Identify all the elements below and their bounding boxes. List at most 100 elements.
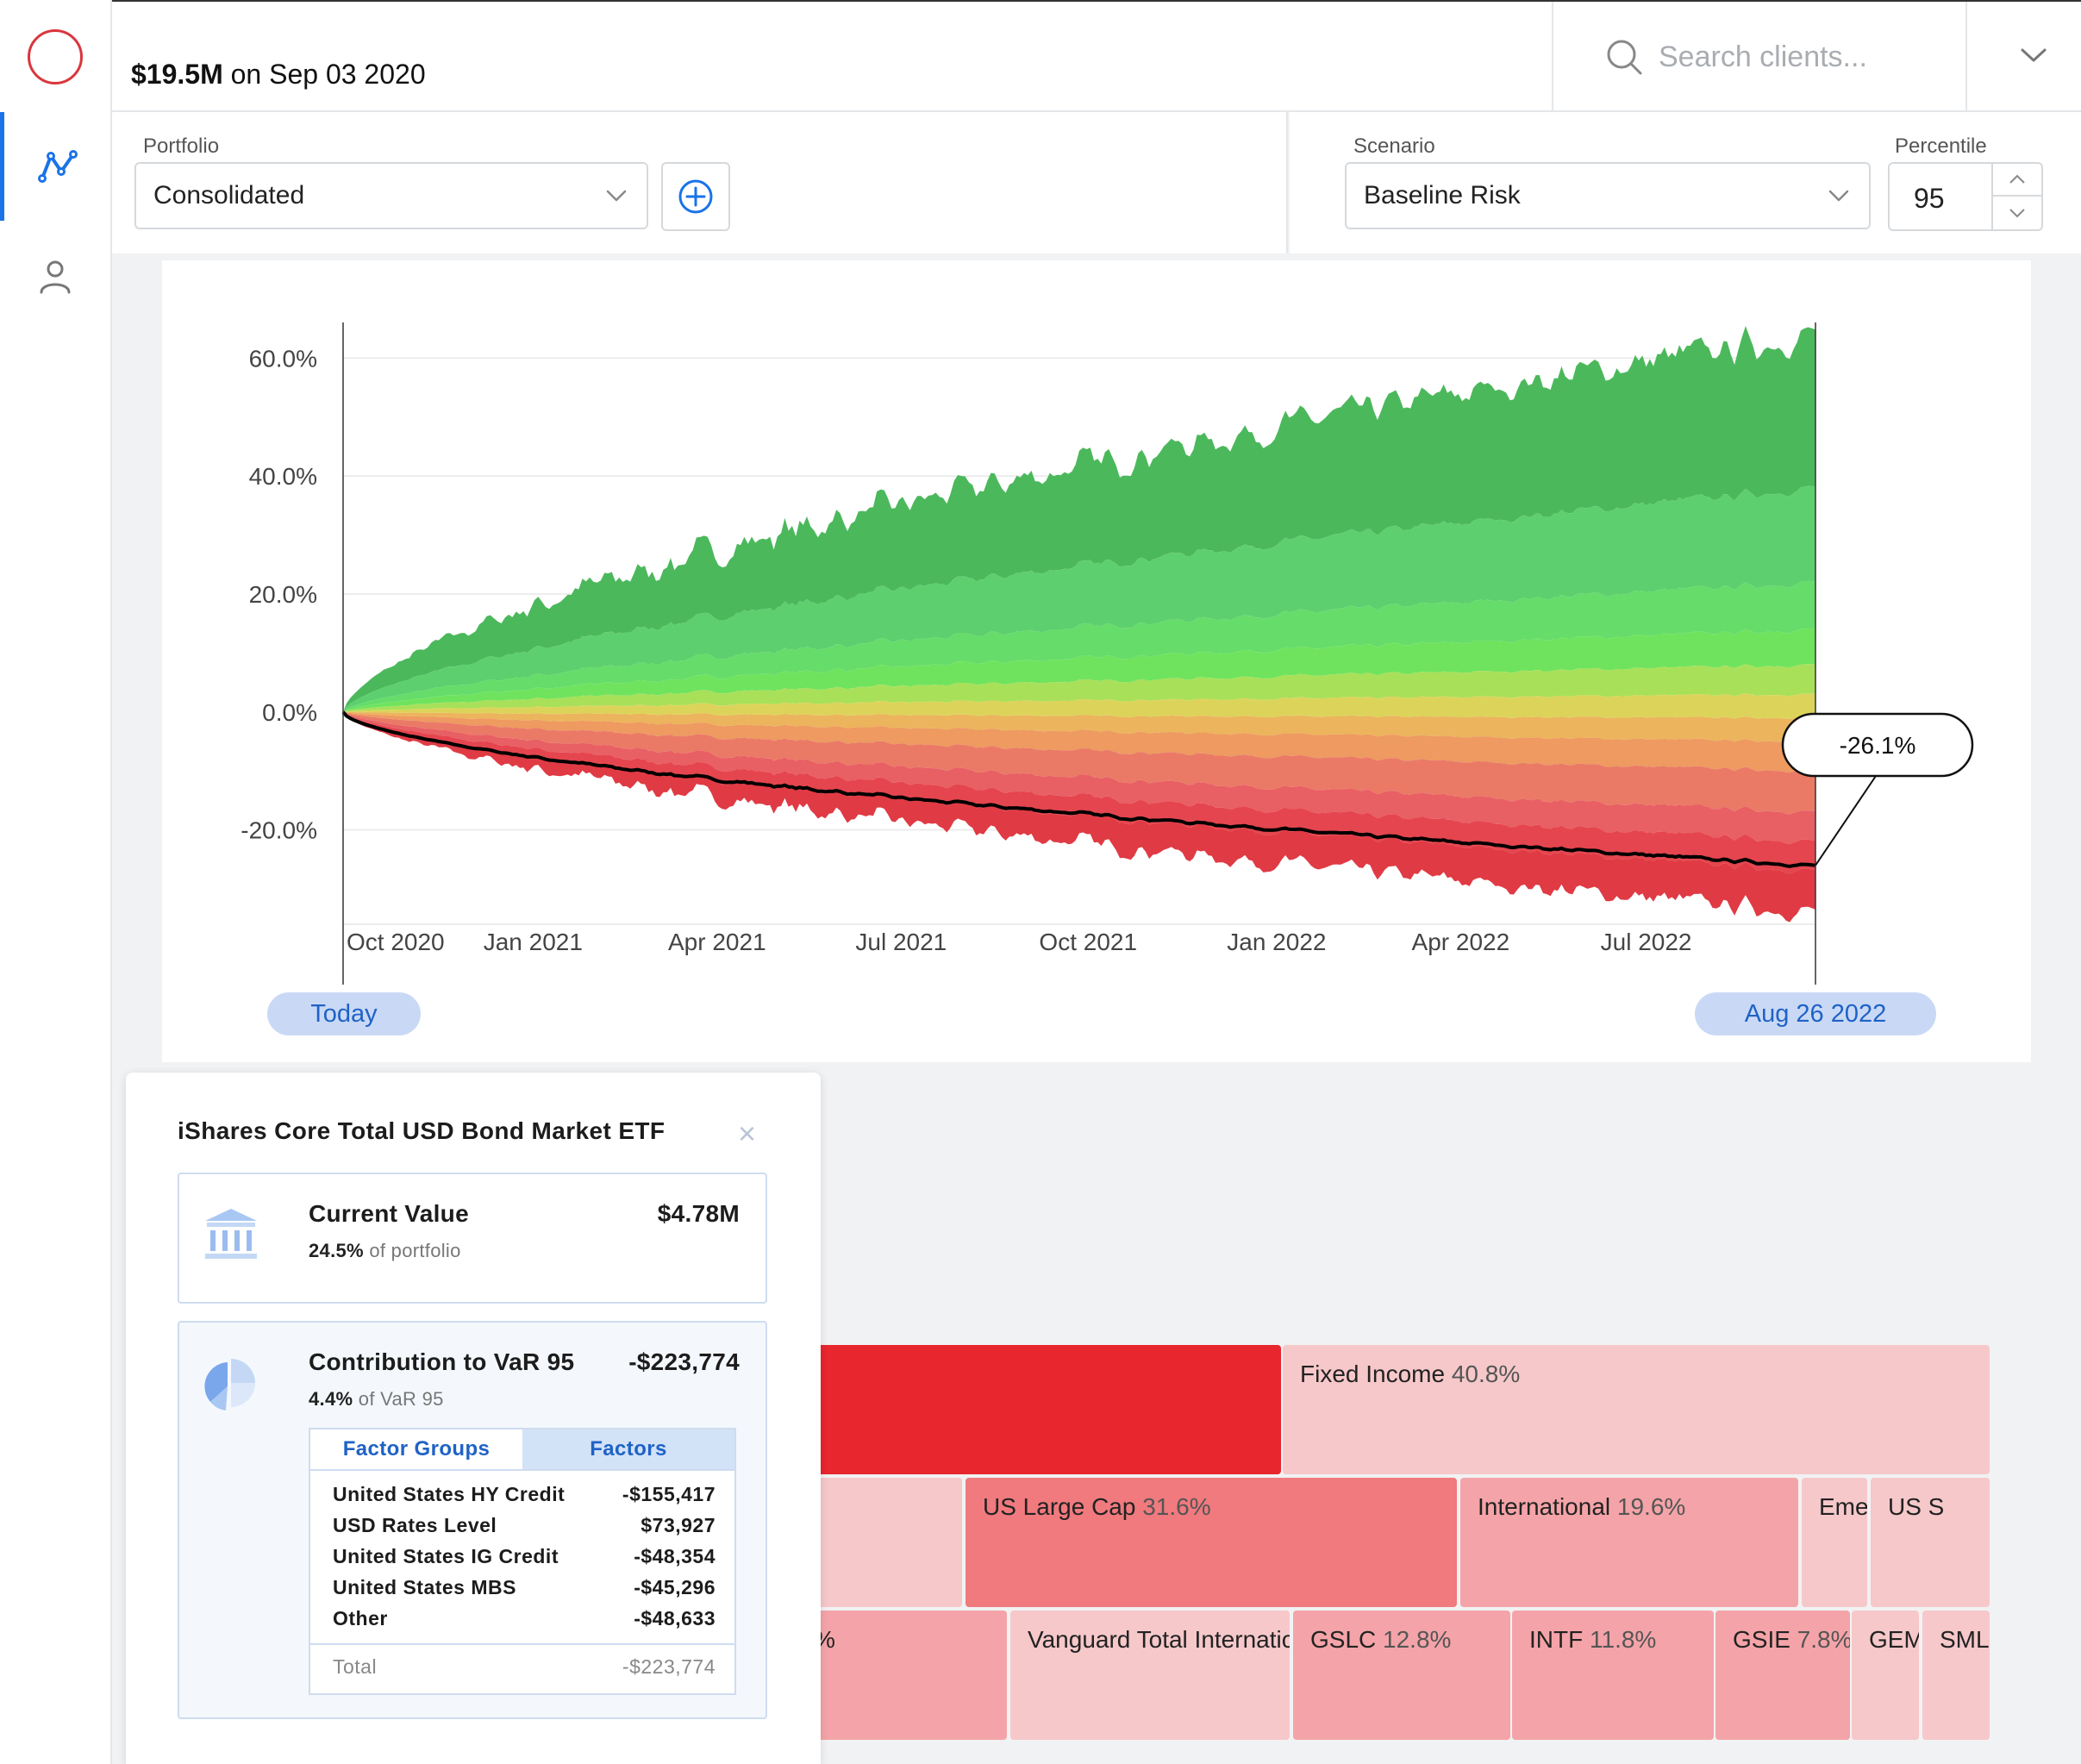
percentile-band	[343, 693, 1815, 719]
nav-user[interactable]	[0, 222, 110, 331]
x-tick-label: Jan 2022	[1227, 929, 1326, 955]
contribution-pct: 4.4%	[309, 1388, 353, 1410]
current-pct: 24.5%	[309, 1240, 364, 1261]
x-tick-label: Apr 2022	[1412, 929, 1510, 955]
treemap-label: GEM	[1869, 1626, 1919, 1653]
scenario-label: Scenario	[1353, 134, 1435, 158]
treemap-cell[interactable]: Eme	[1802, 1478, 1867, 1607]
factor-total-row: Total -$223,774	[333, 1655, 716, 1679]
treemap-label: US S	[1888, 1493, 1945, 1520]
var-fan-chart: 60.0% 40.0% 20.0% 0.0% -20.0% Oct 2020 Jan 202…	[241, 322, 1974, 985]
chevron-down-icon	[606, 190, 627, 202]
y-tick-label: 60.0%	[249, 345, 317, 372]
treemap-cell[interactable]: GSIE 7.8%	[1715, 1611, 1850, 1740]
treemap-cell[interactable]: Fixed Income 40.8%	[1283, 1345, 1990, 1474]
factor-name: Other	[333, 1607, 388, 1630]
factor-name: USD Rates Level	[333, 1514, 497, 1536]
portfolio-label: Portfolio	[143, 134, 220, 158]
add-portfolio-button[interactable]	[661, 162, 730, 231]
logo[interactable]	[28, 29, 83, 84]
percentile-band	[343, 711, 1815, 773]
percentile-increment[interactable]	[1993, 164, 2041, 197]
y-tick-label: -20.0%	[241, 817, 317, 844]
tab-factors[interactable]: Factors	[522, 1429, 734, 1469]
chevron-down-icon[interactable]	[2019, 45, 2048, 66]
var-line	[341, 710, 1816, 868]
percentile-band	[343, 711, 1815, 874]
treemap-cell[interactable]: US Large Cap 31.6%	[966, 1478, 1457, 1607]
factor-row: United States IG Credit -$48,354	[333, 1545, 716, 1568]
portfolio-select-value: Consolidated	[153, 181, 305, 210]
treemap-cell[interactable]: INTF 11.8%	[1512, 1611, 1714, 1740]
topbar: $19.5M on Sep 03 2020	[112, 0, 2081, 112]
treemap-cell[interactable]: %	[810, 1611, 1007, 1740]
percentile-band	[343, 326, 1815, 712]
factor-row: United States HY Credit -$155,417	[333, 1483, 716, 1506]
stepper-buttons	[1991, 164, 2041, 229]
percentile-value[interactable]: 95	[1914, 183, 1945, 214]
callout-bubble	[1781, 712, 1974, 778]
scenario-controls: Scenario Baseline Risk Percentile 95	[1290, 112, 2081, 253]
today-pill[interactable]: Today	[267, 992, 421, 1035]
percentile-band	[343, 711, 1815, 815]
treemap-label: Vanguard Total Internatic	[1028, 1626, 1290, 1653]
search-input[interactable]	[1659, 33, 1917, 81]
user-icon	[40, 260, 71, 294]
callout-leader	[1815, 775, 1877, 866]
tab-factor-groups[interactable]: Factor Groups	[310, 1429, 522, 1469]
percentile-band	[343, 711, 1815, 845]
portfolio-value: $19.5M	[131, 59, 223, 90]
y-tick-label: 40.0%	[249, 463, 317, 490]
portfolio-select[interactable]: Consolidated	[134, 162, 648, 229]
bank-icon	[205, 1209, 257, 1259]
treemap-label: International	[1478, 1493, 1611, 1520]
var-contribution-card: Contribution to VaR 95 -$223,774 4.4% of…	[178, 1321, 767, 1719]
x-tick-label: Jul 2022	[1601, 929, 1692, 955]
factor-value: $73,927	[641, 1514, 716, 1536]
end-date-pill[interactable]: Aug 26 2022	[1695, 992, 1936, 1035]
treemap-label: SML	[1940, 1626, 1990, 1653]
percentile-stepper[interactable]: 95	[1888, 162, 2043, 231]
treemap-label: Fixed Income	[1300, 1361, 1446, 1387]
treemap-cell[interactable]: Vanguard Total Internatic	[1010, 1611, 1290, 1740]
treemap-cell[interactable]: GSLC 12.8%	[1293, 1611, 1510, 1740]
chart-card: 60.0% 40.0% 20.0% 0.0% -20.0% Oct 2020 Jan 202…	[162, 260, 2031, 1062]
factor-value: -$48,354	[634, 1545, 716, 1567]
current-value-card: Current Value $4.78M 24.5% of portfolio	[178, 1173, 767, 1304]
allocation-treemap: Fixed Income 40.8% US Large Cap 31.6% Int…	[810, 1345, 1990, 1742]
holding-detail-popup: iShares Core Total USD Bond Market ETF ×…	[126, 1073, 821, 1764]
treemap-label: INTF	[1529, 1626, 1584, 1653]
chevron-down-icon	[1828, 190, 1849, 202]
percentile-band	[343, 664, 1815, 712]
percentile-label: Percentile	[1895, 134, 1987, 158]
search-icon	[1607, 40, 1642, 75]
client-search	[1552, 2, 2078, 112]
treemap-pct: 12.8%	[1383, 1626, 1452, 1653]
chevron-down-icon	[2009, 209, 2025, 218]
scenario-select[interactable]: Baseline Risk	[1345, 162, 1871, 229]
percentile-band	[343, 580, 1815, 712]
factor-name: United States MBS	[333, 1576, 516, 1598]
treemap-cell[interactable]: US S	[1871, 1478, 1990, 1607]
x-tick-label: Apr 2021	[668, 929, 766, 955]
treemap-cell[interactable]	[810, 1345, 1281, 1474]
treemap-label: GSIE	[1733, 1626, 1790, 1653]
x-tick-label: Jul 2021	[855, 929, 947, 955]
percentile-band	[343, 711, 1815, 923]
chevron-up-icon	[2009, 174, 2025, 184]
nav-analytics[interactable]	[0, 112, 110, 221]
contribution-value: -$223,774	[628, 1348, 740, 1375]
close-icon[interactable]: ×	[738, 1116, 757, 1151]
y-tick-label: 0.0%	[262, 699, 317, 726]
plus-circle-icon	[678, 179, 713, 214]
treemap-cell[interactable]: International 19.6%	[1460, 1478, 1798, 1607]
total-value: -$223,774	[622, 1655, 716, 1678]
treemap-cell[interactable]: SML	[1922, 1611, 1990, 1740]
callout-value: -26.1%	[1840, 732, 1916, 759]
pie-chart-icon	[204, 1359, 255, 1411]
treemap-cell[interactable]: GEM	[1852, 1611, 1919, 1740]
sidebar	[0, 0, 112, 1764]
treemap-cell[interactable]	[810, 1478, 962, 1607]
current-pct-suffix: of portfolio	[369, 1240, 461, 1261]
percentile-decrement[interactable]	[1993, 197, 2041, 229]
